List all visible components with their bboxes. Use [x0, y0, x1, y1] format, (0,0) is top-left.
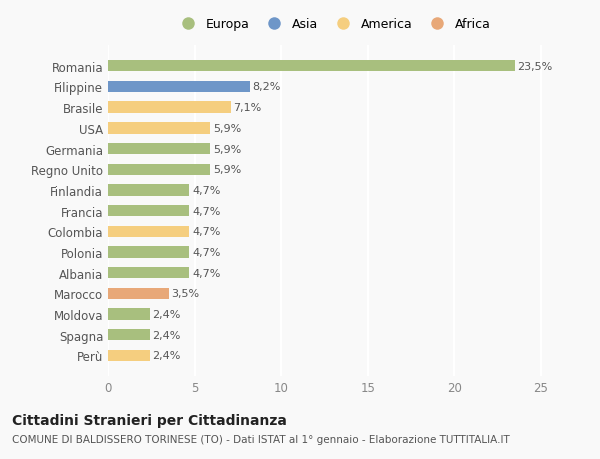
Bar	[108, 350, 149, 361]
Bar	[108, 206, 190, 217]
Text: 8,2%: 8,2%	[253, 82, 281, 92]
Bar	[108, 330, 149, 341]
Text: 2,4%: 2,4%	[152, 309, 181, 319]
Text: 5,9%: 5,9%	[213, 144, 241, 154]
Bar	[108, 123, 210, 134]
Text: 2,4%: 2,4%	[152, 330, 181, 340]
Bar	[108, 82, 250, 93]
Bar	[108, 185, 190, 196]
Bar	[108, 164, 210, 175]
Bar	[108, 288, 169, 299]
Text: 3,5%: 3,5%	[171, 289, 199, 299]
Bar	[108, 61, 515, 72]
Text: 4,7%: 4,7%	[192, 268, 220, 278]
Bar	[108, 226, 190, 237]
Bar	[108, 102, 231, 113]
Bar	[108, 309, 149, 320]
Legend: Europa, Asia, America, Africa: Europa, Asia, America, Africa	[173, 16, 493, 34]
Text: 5,9%: 5,9%	[213, 165, 241, 175]
Text: 4,7%: 4,7%	[192, 185, 220, 196]
Text: 4,7%: 4,7%	[192, 206, 220, 216]
Bar	[108, 268, 190, 279]
Text: 23,5%: 23,5%	[517, 62, 553, 72]
Text: 7,1%: 7,1%	[233, 103, 262, 113]
Text: COMUNE DI BALDISSERO TORINESE (TO) - Dati ISTAT al 1° gennaio - Elaborazione TUT: COMUNE DI BALDISSERO TORINESE (TO) - Dat…	[12, 434, 510, 444]
Bar	[108, 247, 190, 258]
Bar	[108, 144, 210, 155]
Text: 4,7%: 4,7%	[192, 227, 220, 237]
Text: 4,7%: 4,7%	[192, 247, 220, 257]
Text: 2,4%: 2,4%	[152, 351, 181, 361]
Text: 5,9%: 5,9%	[213, 123, 241, 134]
Text: Cittadini Stranieri per Cittadinanza: Cittadini Stranieri per Cittadinanza	[12, 413, 287, 427]
